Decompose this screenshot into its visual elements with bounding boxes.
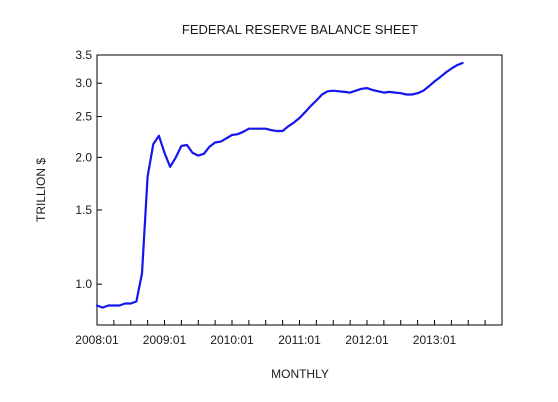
x-tick-label: 2010:01 [210, 333, 254, 347]
y-tick-label: 2.0 [75, 150, 92, 164]
chart-title: FEDERAL RESERVE BALANCE SHEET [182, 22, 418, 37]
x-tick-label: 2013:01 [413, 333, 457, 347]
x-axis: 2008:01 2009:01 2010:01 2011:01 2012:01 2013:… [75, 320, 486, 347]
y-tick-label: 3.5 [75, 48, 92, 62]
x-tick-label: 2011:01 [278, 333, 321, 347]
y-axis-label: TRILLION $ [34, 158, 48, 222]
y-tick-label: 1.5 [75, 203, 92, 217]
y-tick-label: 1.0 [75, 277, 92, 291]
y-tick-label: 2.5 [75, 110, 92, 124]
y-tick-label: 3.0 [75, 76, 92, 90]
y-axis: 1.0 1.5 2.0 2.5 3.0 3.5 [75, 48, 102, 291]
series-line [95, 61, 464, 309]
x-tick-label: 2012:01 [345, 333, 389, 347]
x-axis-label: MONTHLY [271, 367, 329, 381]
x-tick-label: 2008:01 [75, 333, 119, 347]
x-tick-label: 2009:01 [143, 333, 187, 347]
plot-frame [96, 54, 503, 326]
